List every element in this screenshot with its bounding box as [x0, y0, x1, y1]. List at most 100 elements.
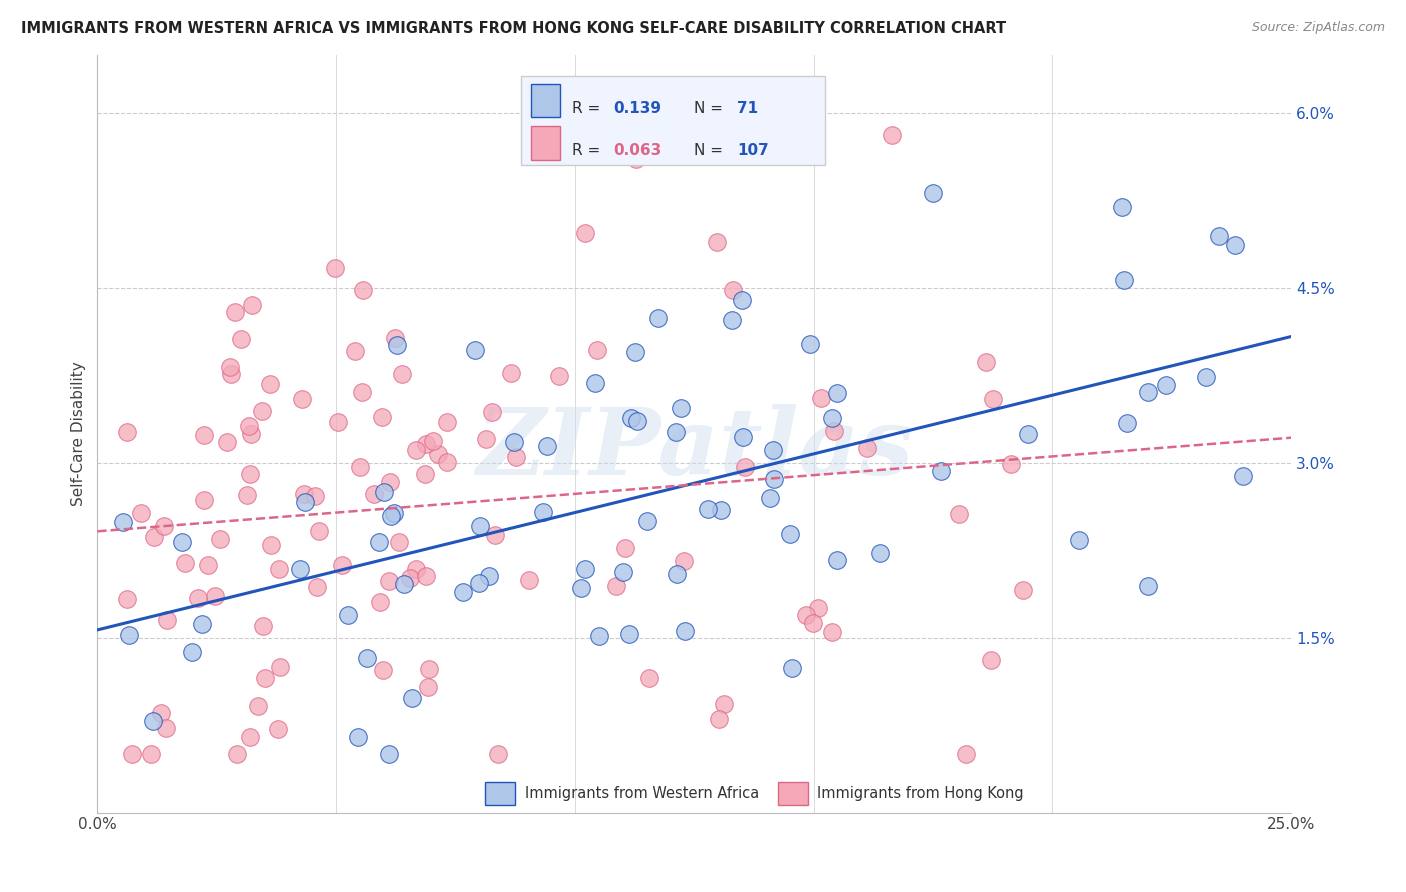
Point — [377, 574, 399, 588]
FancyBboxPatch shape — [485, 782, 515, 805]
Point — [267, 722, 290, 736]
Point — [373, 484, 395, 499]
Point — [827, 553, 849, 567]
Point — [238, 419, 260, 434]
Point — [323, 261, 346, 276]
Point — [548, 368, 571, 383]
Point — [665, 425, 688, 440]
Point — [117, 592, 139, 607]
FancyBboxPatch shape — [530, 127, 561, 160]
Point — [208, 533, 231, 547]
Point — [156, 614, 179, 628]
Point — [436, 416, 458, 430]
Point — [517, 573, 540, 587]
Point — [505, 450, 527, 464]
Point — [574, 562, 596, 576]
Point — [779, 527, 801, 541]
Point — [197, 558, 219, 573]
Point — [759, 491, 782, 505]
Point — [1223, 237, 1246, 252]
Point — [624, 344, 647, 359]
Text: R =: R = — [572, 143, 606, 158]
Point — [259, 376, 281, 391]
Point — [620, 411, 643, 425]
Point — [142, 714, 165, 728]
Point — [806, 600, 828, 615]
Point — [626, 414, 648, 428]
Text: Immigrants from Hong Kong: Immigrants from Hong Kong — [817, 786, 1024, 801]
Point — [617, 627, 640, 641]
Point — [239, 730, 262, 744]
Point — [413, 467, 436, 481]
Point — [1154, 378, 1177, 392]
Point — [825, 386, 848, 401]
Point — [720, 313, 742, 327]
Point — [215, 434, 238, 449]
Point — [392, 576, 415, 591]
Point — [531, 505, 554, 519]
Text: Source: ZipAtlas.com: Source: ZipAtlas.com — [1251, 21, 1385, 34]
Point — [246, 698, 269, 713]
Point — [585, 343, 607, 358]
Point — [352, 283, 374, 297]
Point — [328, 415, 350, 429]
Point — [810, 391, 832, 405]
Point — [475, 432, 498, 446]
Point — [181, 645, 204, 659]
Text: ZIPatlas: ZIPatlas — [475, 404, 912, 494]
Point — [799, 337, 821, 351]
Point — [464, 343, 486, 358]
Point — [948, 507, 970, 521]
Point — [380, 508, 402, 523]
Point — [734, 459, 756, 474]
Point — [260, 538, 283, 552]
Point — [588, 629, 610, 643]
Point — [371, 410, 394, 425]
Point — [709, 712, 731, 726]
Point — [269, 660, 291, 674]
Point — [204, 589, 226, 603]
Point — [118, 628, 141, 642]
Point — [721, 283, 744, 297]
Point — [356, 651, 378, 665]
Point — [344, 344, 367, 359]
Point — [291, 392, 314, 407]
Point — [269, 562, 291, 576]
Point — [1112, 273, 1135, 287]
Point — [605, 579, 627, 593]
Point — [1116, 416, 1139, 430]
Point — [820, 411, 842, 425]
Point — [1136, 579, 1159, 593]
Text: 0.063: 0.063 — [613, 143, 661, 158]
Point — [305, 580, 328, 594]
Point — [352, 384, 374, 399]
Point — [380, 475, 402, 490]
Point — [415, 436, 437, 450]
Point — [387, 338, 409, 352]
Point — [292, 487, 315, 501]
Point — [647, 310, 669, 325]
Point — [794, 607, 817, 622]
Text: Immigrants from Western Africa: Immigrants from Western Africa — [524, 786, 759, 801]
Point — [731, 430, 754, 444]
Point — [713, 697, 735, 711]
Point — [468, 576, 491, 591]
Point — [1000, 457, 1022, 471]
Point — [762, 443, 785, 458]
Point — [1017, 427, 1039, 442]
Point — [401, 691, 423, 706]
Point — [706, 235, 728, 249]
Point — [709, 502, 731, 516]
Point — [486, 747, 509, 762]
Point — [236, 488, 259, 502]
Point — [624, 153, 647, 167]
Point — [150, 706, 173, 721]
Point — [436, 455, 458, 469]
FancyBboxPatch shape — [522, 76, 825, 165]
Point — [672, 554, 695, 568]
Point — [574, 226, 596, 240]
Point — [451, 584, 474, 599]
Point — [231, 332, 253, 346]
Point — [288, 562, 311, 576]
Point — [239, 467, 262, 482]
